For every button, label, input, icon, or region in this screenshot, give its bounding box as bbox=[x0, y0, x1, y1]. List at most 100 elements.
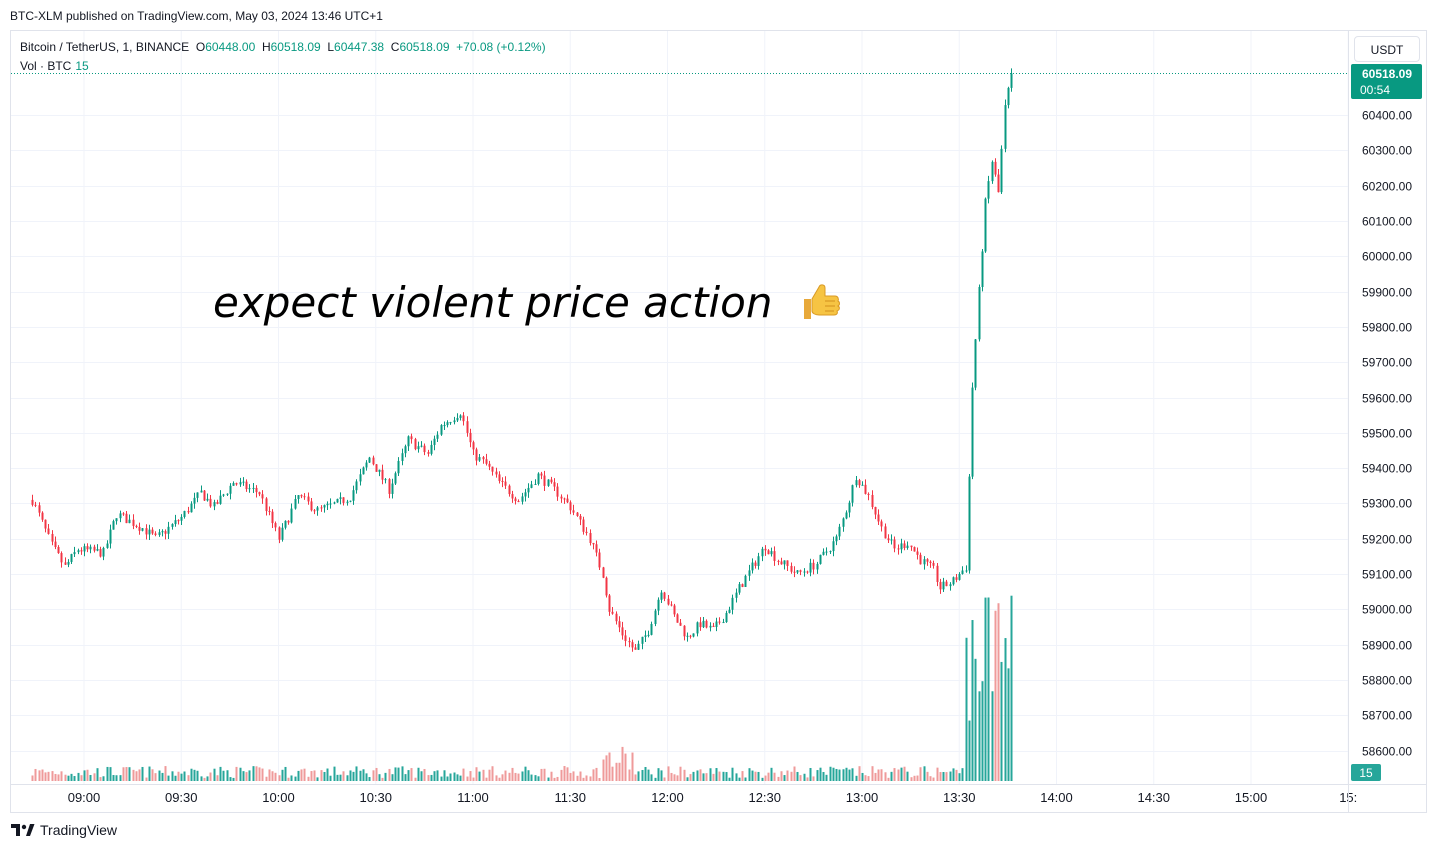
volume-bar bbox=[738, 777, 741, 781]
footer-logo[interactable]: TradingView bbox=[11, 822, 117, 838]
volume-bar bbox=[368, 777, 371, 781]
volume-bar bbox=[822, 771, 825, 781]
candle-body bbox=[534, 483, 537, 485]
volume-bar bbox=[634, 774, 637, 781]
last-price-value: 60518.09 bbox=[1362, 67, 1412, 81]
volume-bar bbox=[984, 597, 987, 781]
candle-body bbox=[271, 511, 274, 524]
volume-bar bbox=[615, 762, 618, 781]
volume-bar bbox=[239, 767, 242, 781]
candle-body bbox=[916, 551, 919, 555]
volume-bar bbox=[961, 768, 964, 781]
volume-bar bbox=[560, 769, 563, 781]
volume-bar bbox=[1010, 595, 1013, 781]
candle-body bbox=[135, 525, 138, 527]
candle-body bbox=[77, 550, 80, 553]
volume-bar bbox=[605, 755, 608, 781]
candle-body bbox=[307, 496, 310, 502]
chart-frame[interactable] bbox=[10, 30, 1427, 813]
candle-body bbox=[585, 531, 588, 534]
candle-body bbox=[145, 528, 148, 535]
volume-bar bbox=[527, 770, 530, 781]
candle-body bbox=[994, 161, 997, 175]
candle-body bbox=[569, 502, 572, 511]
volume-bar bbox=[47, 771, 50, 781]
volume-bar bbox=[748, 768, 751, 781]
candle-body bbox=[738, 584, 741, 593]
candle-body bbox=[252, 487, 255, 489]
candle-body bbox=[501, 480, 504, 482]
candle-body bbox=[851, 485, 854, 503]
volume-bar bbox=[51, 771, 54, 781]
candle-body bbox=[880, 521, 883, 527]
candle-body bbox=[449, 422, 452, 424]
candle-body bbox=[342, 497, 345, 503]
volume-bar bbox=[427, 775, 430, 781]
volume-bar bbox=[657, 768, 660, 781]
volume-bar bbox=[73, 776, 76, 781]
price-tick: 59800.00 bbox=[1362, 321, 1412, 335]
price-tick: 58700.00 bbox=[1362, 709, 1412, 723]
candle-body bbox=[702, 620, 705, 628]
volume-bar bbox=[715, 768, 718, 781]
candle-body bbox=[388, 479, 391, 494]
candle-body bbox=[790, 565, 793, 572]
price-tick: 60200.00 bbox=[1362, 180, 1412, 194]
volume-bar bbox=[222, 770, 225, 781]
candle-body bbox=[54, 541, 57, 548]
candle-body bbox=[482, 457, 485, 460]
candle-body bbox=[93, 546, 96, 551]
volume-bar bbox=[281, 769, 284, 781]
candle-body bbox=[806, 571, 809, 573]
candle-body bbox=[365, 462, 368, 468]
candle-body bbox=[754, 562, 757, 566]
candle-body bbox=[355, 481, 358, 491]
candle-body bbox=[281, 527, 284, 540]
candle-body bbox=[378, 469, 381, 472]
candle-body bbox=[644, 635, 647, 637]
volume-bar bbox=[440, 776, 443, 781]
candle-body bbox=[660, 592, 663, 600]
volume-bar bbox=[932, 777, 935, 781]
price-tick: 59100.00 bbox=[1362, 568, 1412, 582]
candle-body bbox=[770, 551, 773, 555]
volume-bar bbox=[307, 776, 310, 781]
candle-body bbox=[579, 515, 582, 520]
candle-body bbox=[654, 610, 657, 624]
symbol-label: Bitcoin / TetherUS, 1, BINANCE bbox=[20, 40, 190, 54]
tradingview-logo-icon bbox=[11, 824, 35, 836]
candle-body bbox=[929, 561, 932, 563]
candle-body bbox=[443, 425, 446, 427]
volume-bar bbox=[589, 776, 592, 781]
candle-body bbox=[1004, 105, 1007, 149]
candle-body bbox=[397, 460, 400, 474]
volume-bar bbox=[722, 771, 725, 781]
volume-bar bbox=[572, 771, 575, 781]
volume-bar bbox=[524, 766, 527, 781]
candle-body bbox=[171, 524, 174, 527]
candle-body bbox=[329, 503, 332, 505]
candle-body bbox=[167, 526, 170, 534]
volume-bar bbox=[349, 770, 352, 781]
candle-body bbox=[498, 474, 501, 481]
candle-body bbox=[689, 635, 692, 637]
candle-body bbox=[83, 546, 86, 552]
candle-body bbox=[440, 425, 443, 435]
price-tick: 59600.00 bbox=[1362, 392, 1412, 406]
volume-bar bbox=[407, 770, 410, 781]
candle-body bbox=[485, 459, 488, 464]
candle-body bbox=[478, 457, 481, 461]
candle-body bbox=[410, 436, 413, 440]
currency-button[interactable]: USDT bbox=[1354, 36, 1420, 62]
volume-bar bbox=[829, 766, 832, 781]
candle-body bbox=[699, 622, 702, 628]
candle-body bbox=[417, 446, 420, 450]
candle-body bbox=[592, 543, 595, 545]
price-tick: 59400.00 bbox=[1362, 462, 1412, 476]
candle-body bbox=[119, 513, 122, 519]
volume-bar bbox=[757, 771, 760, 781]
volume-bar bbox=[971, 620, 974, 781]
volume-bar bbox=[125, 767, 128, 781]
candle-body bbox=[848, 502, 851, 513]
